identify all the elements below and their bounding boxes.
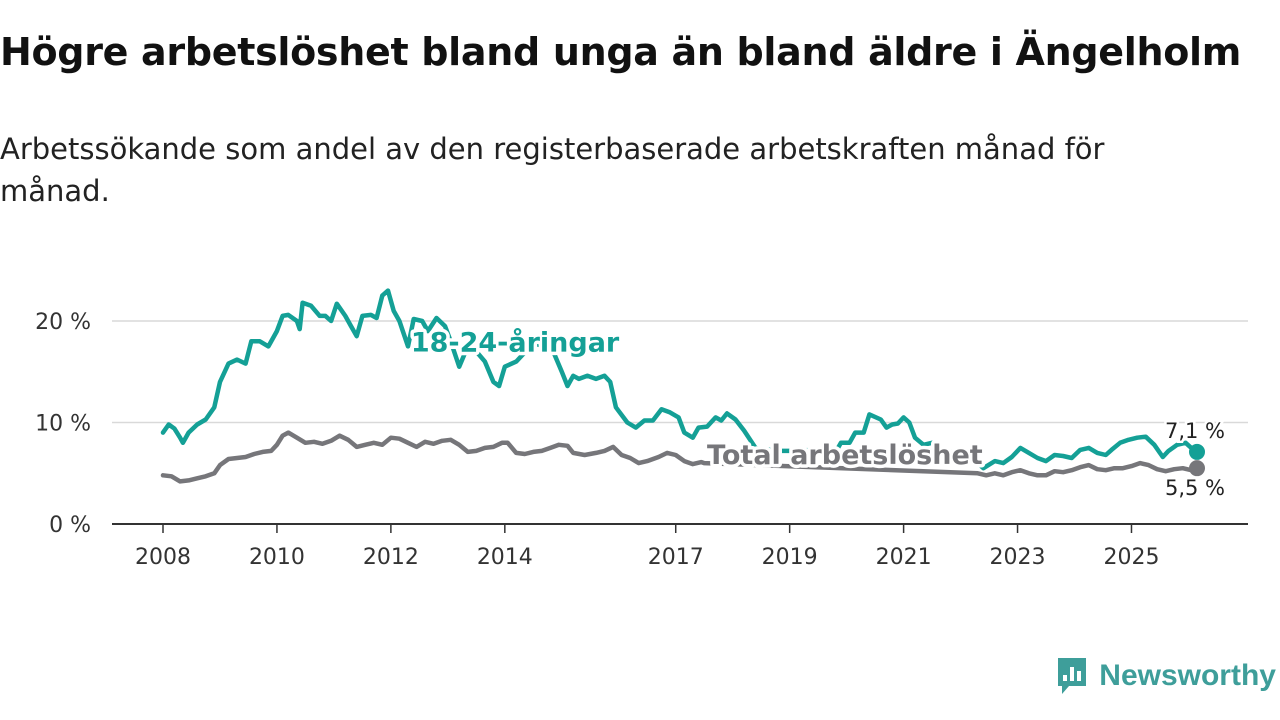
end-marker-youth [1189,443,1205,460]
x-tick-label: 2014 [477,545,533,570]
series-line-youth [160,288,1200,471]
y-axis-ticks: 0 % 10 % 20 % [35,310,91,538]
y-tick-label: 20 % [35,310,91,335]
y-tick-label: 0 % [49,513,91,538]
newsworthy-brand: Newsworthy [1055,654,1276,698]
series-label-youth: 18-24-åringar [411,326,620,358]
gridlines [112,320,1248,424]
x-tick-label: 2017 [648,545,704,570]
x-tick-label: 2012 [363,545,419,570]
end-value-total: 5,5 % [1165,476,1225,500]
x-tick-label: 2025 [1103,545,1159,570]
brand-name: Newsworthy [1099,659,1276,692]
chart-subtitle: Arbetssökande som andel av den registerb… [0,132,1105,208]
series-labels: 18-24-åringar Total arbetslöshet 7,1 % 5,5 … [407,323,1227,503]
series-lines [160,288,1205,484]
series-label-total: Total arbetslöshet [707,440,983,471]
series-line-total [160,430,1200,484]
x-axis-ticks: 2008 2010 2012 2014 2017 2019 2021 2023 2025 [112,523,1248,570]
end-value-youth: 7,1 % [1165,419,1225,443]
y-tick-label: 10 % [35,412,91,437]
newsworthy-logo-icon [1058,658,1087,694]
x-tick-label: 2010 [249,545,305,570]
x-tick-label: 2019 [762,545,818,570]
end-marker-total [1189,460,1205,477]
x-tick-label: 2023 [990,545,1046,570]
x-tick-label: 2008 [135,545,191,570]
chart-title: Högre arbetslöshet bland unga än bland ä… [0,30,1242,74]
x-tick-label: 2021 [876,545,932,570]
